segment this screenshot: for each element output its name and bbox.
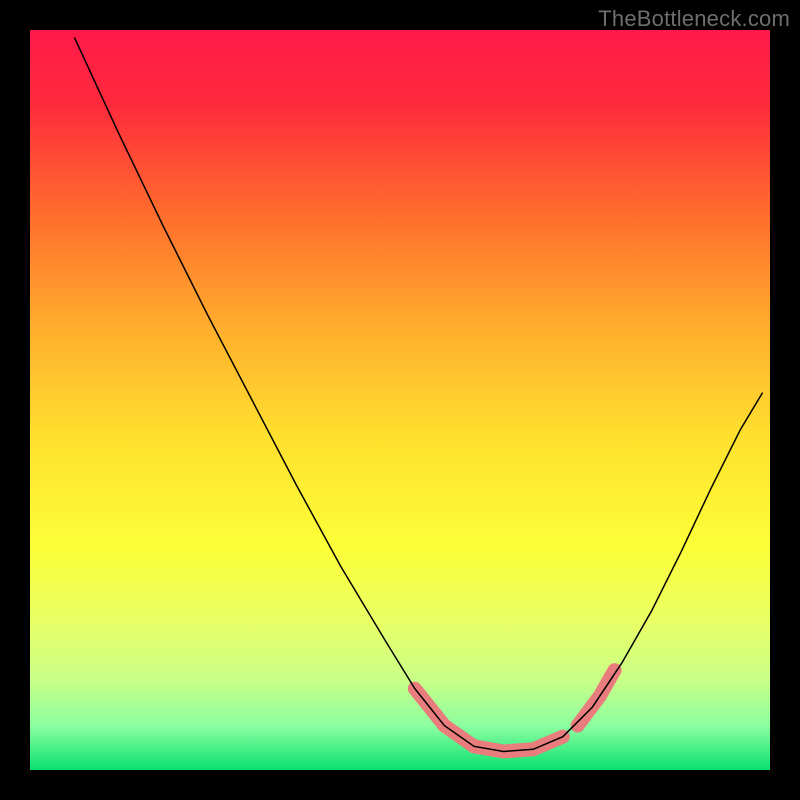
watermark-text: TheBottleneck.com (598, 6, 790, 32)
chart-background (30, 30, 770, 770)
chart-svg (30, 30, 770, 770)
bottleneck-chart (30, 30, 770, 770)
